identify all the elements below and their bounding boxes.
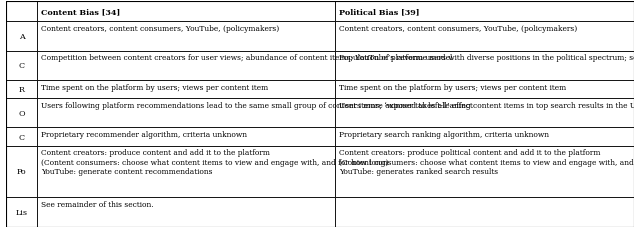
Bar [335, 52, 634, 81]
Bar [6, 81, 36, 99]
Text: Lis: Lis [15, 208, 28, 216]
Bar [6, 197, 36, 227]
Bar [6, 52, 36, 81]
Text: Content creators: produce political content and add it to the platform
(Content : Content creators: produce political cont… [339, 149, 640, 176]
Bar [36, 81, 335, 99]
Bar [36, 22, 335, 52]
Text: See remainder of this section.: See remainder of this section. [41, 200, 154, 208]
Text: Content creators, content consumers, YouTube, (policymakers): Content creators, content consumers, You… [339, 25, 578, 33]
Text: Users following platform recommendations lead to the same small group of content: Users following platform recommendations… [41, 101, 473, 109]
Bar [335, 99, 634, 128]
Text: Time spent on the platform by users; views per content item: Time spent on the platform by users; vie… [339, 83, 566, 91]
Bar [36, 99, 335, 128]
Bar [36, 52, 335, 81]
Text: Population of platform users with diverse positions in the political spectrum; s: Population of platform users with divers… [339, 54, 640, 62]
Bar [335, 22, 634, 52]
Text: Content Bias [34]: Content Bias [34] [41, 8, 120, 16]
Bar [335, 146, 634, 197]
Bar [36, 146, 335, 197]
Text: Users more exposed to left-leaning content items in top search results in the US: Users more exposed to left-leaning conte… [339, 101, 640, 109]
Text: Proprietary search ranking algorithm, criteria unknown: Proprietary search ranking algorithm, cr… [339, 131, 550, 139]
Bar [36, 2, 335, 22]
Bar [335, 2, 634, 22]
Text: A: A [19, 33, 24, 41]
Text: R: R [19, 86, 24, 94]
Text: Proprietary recommender algorithm, criteria unknown: Proprietary recommender algorithm, crite… [41, 131, 247, 139]
Bar [335, 81, 634, 99]
Text: Content creators, content consumers, YouTube, (policymakers): Content creators, content consumers, You… [41, 25, 279, 33]
Text: Time spent on the platform by users; views per content item: Time spent on the platform by users; vie… [41, 83, 268, 91]
Text: Political Bias [39]: Political Bias [39] [339, 8, 420, 16]
Bar [6, 2, 36, 22]
Text: O: O [18, 109, 25, 117]
Bar [335, 128, 634, 146]
Bar [6, 22, 36, 52]
Text: Competition between content creators for user views; abundance of content items;: Competition between content creators for… [41, 54, 452, 62]
Bar [6, 99, 36, 128]
Bar [36, 128, 335, 146]
Text: C: C [19, 62, 24, 70]
Bar [36, 197, 335, 227]
Text: C: C [19, 133, 24, 141]
Text: Po: Po [17, 168, 26, 176]
Bar [335, 197, 634, 227]
Bar [6, 128, 36, 146]
Bar [6, 146, 36, 197]
Text: Content creators: produce content and add it to the platform
(Content consumers:: Content creators: produce content and ad… [41, 149, 388, 176]
